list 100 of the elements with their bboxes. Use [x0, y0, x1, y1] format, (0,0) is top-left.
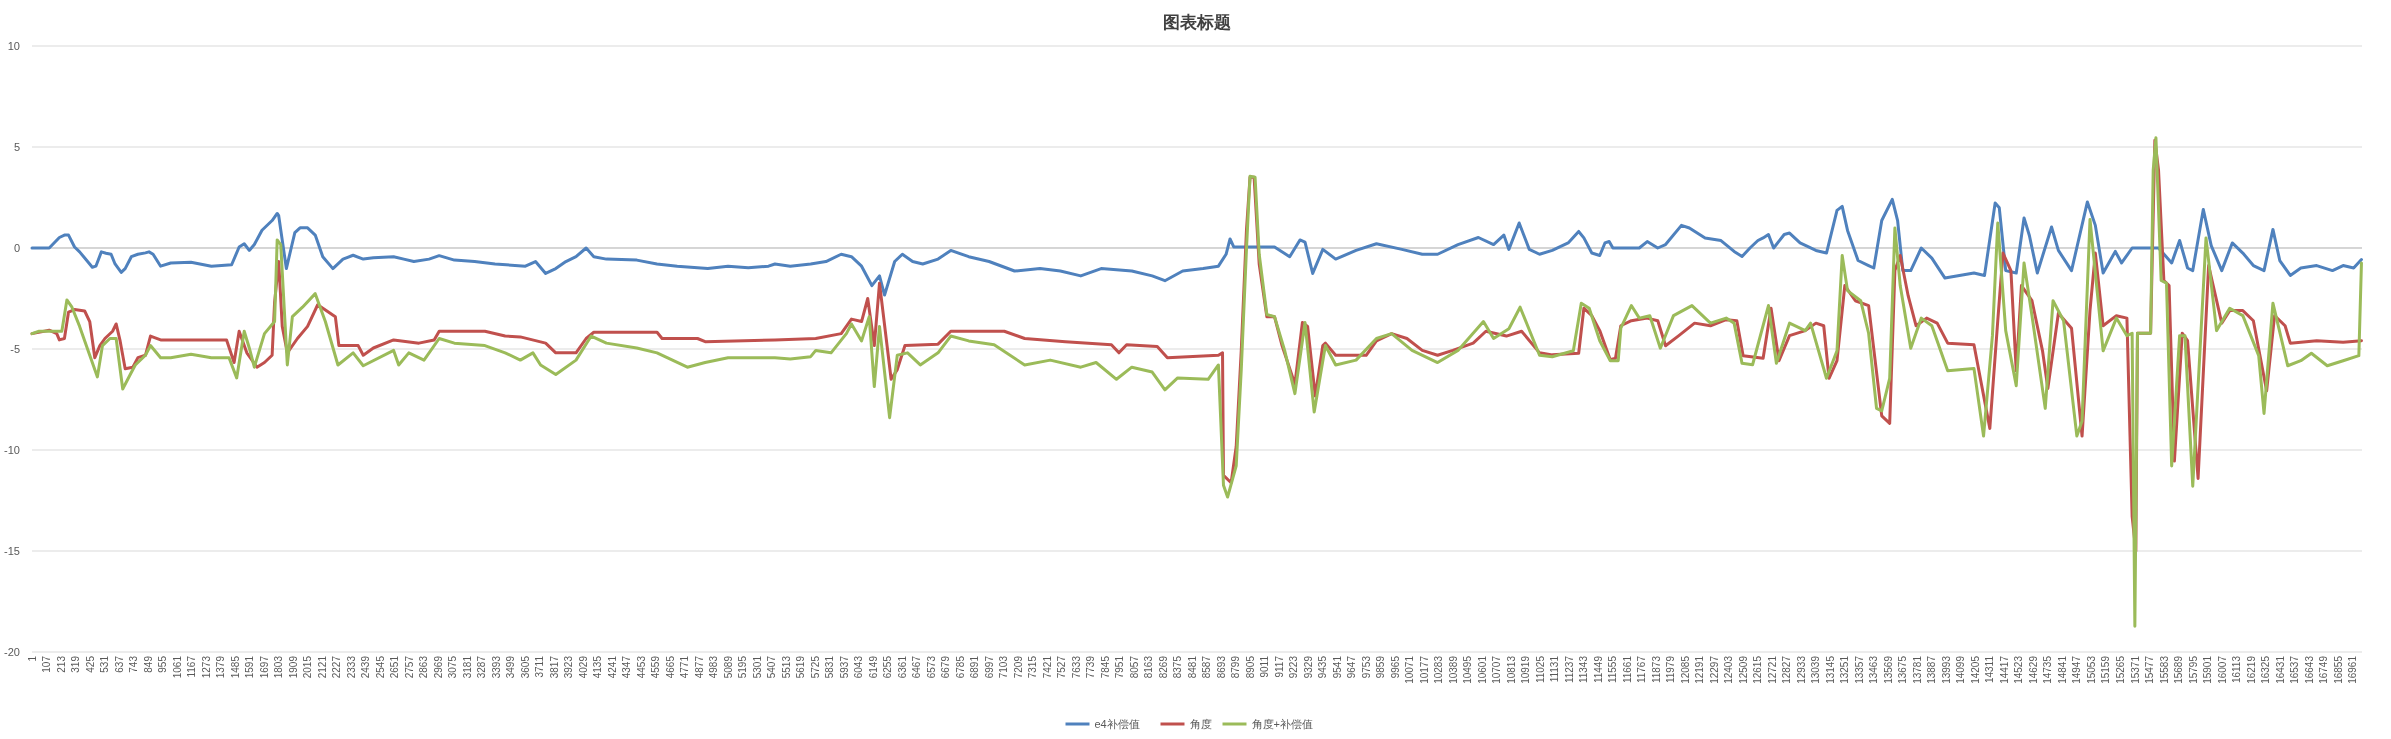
x-tick-label: 1061 — [171, 655, 183, 679]
x-tick-label: 3287 — [476, 655, 488, 679]
x-tick-label: 16431 — [2274, 655, 2286, 684]
x-tick-label: 7633 — [1070, 655, 1082, 679]
x-tick-label: 5513 — [780, 655, 792, 679]
x-tick-label: 15689 — [2173, 655, 2185, 684]
x-tick-label: 2333 — [345, 655, 357, 679]
x-tick-label: 15159 — [2100, 655, 2112, 684]
x-tick-label: 10707 — [1491, 655, 1503, 684]
x-tick-label: 4029 — [577, 655, 589, 679]
x-tick-label: 3923 — [563, 655, 575, 679]
x-tick-label: 7421 — [1041, 655, 1053, 679]
legend-label: 角度 — [1189, 718, 1212, 730]
x-tick-label: 743 — [128, 655, 140, 673]
x-tick-label: 3711 — [534, 655, 546, 678]
x-tick-label: 12297 — [1708, 655, 1720, 684]
x-tick-label: 15795 — [2187, 655, 2199, 684]
x-tick-label: 16537 — [2289, 655, 2301, 684]
x-tick-label: 15265 — [2115, 655, 2126, 684]
x-tick-label: 107 — [41, 655, 52, 673]
x-tick-label: 11343 — [1578, 655, 1590, 684]
x-tick-label: 6785 — [954, 655, 966, 679]
x-tick-label: 3075 — [447, 655, 459, 679]
x-tick-label: 5937 — [838, 655, 850, 679]
x-tick-label: 8799 — [1230, 655, 1242, 679]
x-tick-label: 213 — [55, 655, 67, 673]
y-tick-label: -5 — [10, 343, 20, 355]
x-tick-label: 3393 — [490, 655, 502, 679]
x-tick-label: 11555 — [1607, 655, 1619, 684]
x-tick-label: 2757 — [403, 655, 415, 679]
x-tick-label: 2863 — [418, 655, 430, 679]
x-tick-label: 5301 — [751, 655, 763, 679]
x-tick-label: 15583 — [2158, 655, 2170, 684]
x-tick-label: 10177 — [1418, 655, 1430, 684]
x-tick-label: 15371 — [2129, 655, 2141, 684]
x-tick-label: 5725 — [809, 655, 821, 679]
x-tick-label: 6255 — [882, 655, 894, 679]
x-tick-label: 12191 — [1694, 655, 1706, 684]
x-tick-label: 7315 — [1027, 655, 1039, 679]
x-tick-label: 8905 — [1244, 655, 1256, 679]
x-tick-label: 16961 — [2347, 655, 2359, 684]
x-tick-label: 14099 — [1955, 655, 1967, 684]
x-tick-label: 5619 — [795, 655, 807, 679]
x-tick-label: 15053 — [2086, 655, 2097, 684]
x-tick-label: 16219 — [2245, 655, 2257, 684]
x-tick-label: 10813 — [1505, 655, 1517, 684]
x-tick-label: 2439 — [360, 655, 372, 679]
x-tick-label: 12615 — [1752, 655, 1764, 684]
x-tick-label: 2969 — [432, 655, 444, 679]
x-tick-label: 637 — [113, 655, 125, 673]
x-tick-label: 16325 — [2260, 655, 2272, 684]
x-tick-label: 7103 — [998, 655, 1010, 679]
x-tick-label: 12721 — [1766, 655, 1778, 684]
legend-label: 角度+补偿值 — [1251, 718, 1313, 730]
x-tick-label: 9223 — [1288, 655, 1300, 679]
x-tick-label: 11979 — [1665, 655, 1677, 684]
x-tick-label: 6043 — [853, 655, 865, 679]
x-tick-label: 9965 — [1389, 655, 1401, 679]
x-tick-label: 1 — [26, 655, 38, 662]
x-tick-label: 10283 — [1433, 655, 1445, 684]
x-tick-label: 5407 — [766, 655, 778, 679]
x-tick-label: 6891 — [969, 655, 981, 679]
x-tick-label: 12827 — [1781, 655, 1793, 684]
x-tick-label: 3605 — [519, 655, 531, 679]
x-tick-label: 14947 — [2071, 655, 2083, 684]
x-tick-label: 8057 — [1128, 655, 1140, 679]
y-tick-label: 10 — [7, 40, 20, 52]
x-tick-label: 11237 — [1563, 655, 1575, 684]
x-tick-label: 5195 — [737, 655, 749, 679]
x-tick-label: 13569 — [1882, 655, 1894, 684]
x-tick-label: 9435 — [1317, 655, 1329, 679]
x-tick-label: 13993 — [1940, 655, 1952, 684]
line-series — [30, 197, 2363, 297]
x-tick-label: 13675 — [1897, 655, 1909, 684]
x-tick-label: 2121 — [316, 655, 328, 679]
x-tick-label: 531 — [99, 655, 111, 673]
x-tick-label: 14311 — [1984, 655, 1996, 684]
x-tick-label: 10601 — [1476, 655, 1488, 684]
x-tick-label: 3499 — [505, 655, 517, 679]
x-tick-label: 12509 — [1737, 655, 1749, 684]
x-tick-label: 9329 — [1302, 655, 1314, 679]
x-tick-label: 8163 — [1143, 655, 1155, 679]
x-tick-label: 15477 — [2144, 655, 2156, 684]
x-tick-label: 8375 — [1172, 655, 1184, 679]
x-tick-label: 12933 — [1795, 655, 1807, 684]
x-tick-label: 10495 — [1462, 655, 1474, 684]
y-tick-label: 0 — [13, 242, 20, 254]
x-tick-label: 8587 — [1201, 655, 1213, 679]
x-tick-label: 5831 — [824, 655, 836, 679]
x-tick-label: 16007 — [2216, 655, 2228, 684]
x-tick-label: 16113 — [2231, 655, 2243, 684]
x-tick-label: 7209 — [1012, 655, 1024, 679]
x-tick-label: 6467 — [911, 655, 923, 679]
x-tick-label: 9753 — [1360, 655, 1372, 679]
x-tick-label: 4877 — [693, 655, 705, 679]
x-tick-label: 1909 — [287, 655, 299, 679]
x-tick-label: 1591 — [244, 655, 256, 679]
x-tick-label: 4135 — [592, 655, 604, 679]
x-tick-label: 15901 — [2202, 655, 2214, 684]
x-tick-label: 13039 — [1810, 655, 1822, 684]
